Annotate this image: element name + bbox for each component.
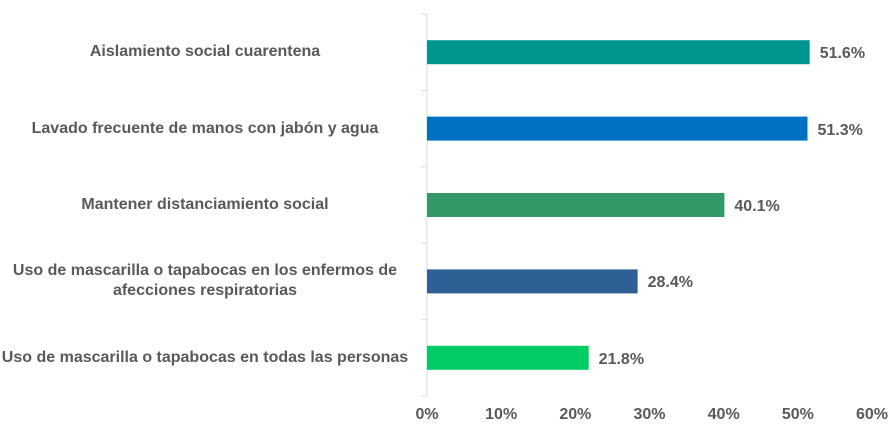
x-tick-label: 20% bbox=[559, 406, 592, 423]
category-label: Aislamiento social cuarentena bbox=[89, 43, 321, 61]
value-label: 51.6% bbox=[819, 45, 866, 63]
category-label: Mantener distanciamiento social bbox=[81, 196, 329, 213]
value-label: 28.4% bbox=[647, 274, 693, 292]
x-tick-label: 50% bbox=[781, 406, 814, 423]
bar bbox=[427, 269, 638, 294]
bar bbox=[427, 116, 808, 141]
x-tick-label: 40% bbox=[707, 406, 740, 423]
x-tick-label: 10% bbox=[485, 406, 518, 423]
value-label: 51.3% bbox=[817, 121, 863, 139]
x-tick-label: 30% bbox=[633, 406, 666, 423]
x-tick-label: 0% bbox=[415, 406, 439, 423]
category-label: Uso de mascarilla o tapabocas en los enf… bbox=[12, 262, 398, 300]
category-label: Lavado frecuente de manos con jabón y ag… bbox=[31, 119, 379, 137]
value-label: 40.1% bbox=[734, 198, 780, 215]
bar bbox=[427, 40, 810, 65]
bar bbox=[427, 345, 589, 370]
bar bbox=[427, 193, 725, 217]
value-label: 21.8% bbox=[598, 350, 645, 368]
category-label: Uso de mascarilla o tapabocas en todas l… bbox=[1, 348, 409, 366]
x-tick-label: 60% bbox=[855, 406, 889, 423]
